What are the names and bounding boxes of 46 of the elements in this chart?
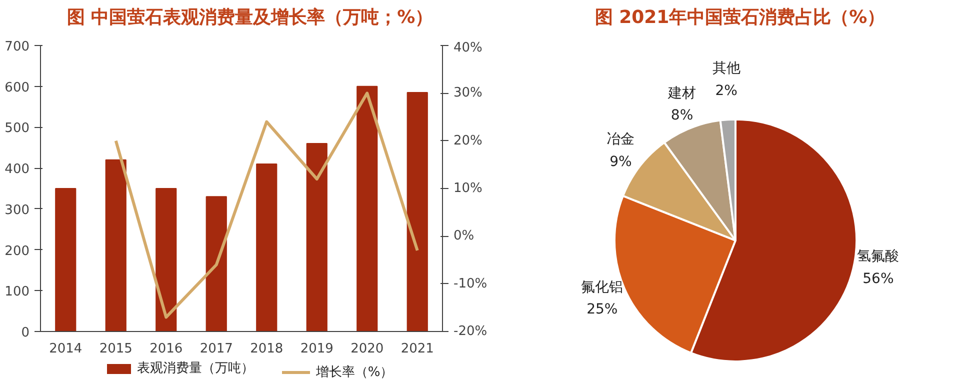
y-tick-label: 400: [4, 162, 30, 178]
y2-tick-label: 20%: [454, 133, 482, 148]
legend-label: 表观消费量（万吨）: [136, 360, 254, 378]
y2-tick-label: 40%: [454, 40, 482, 56]
y-tick-label: 200: [4, 244, 30, 259]
y-tick-label: 500: [4, 121, 30, 136]
x-tick-label: 2017: [200, 342, 233, 356]
bar: [105, 159, 126, 332]
data-label: 9%: [610, 154, 632, 170]
bar: [206, 196, 227, 332]
bar: [156, 188, 177, 332]
slice-label: 建材: [667, 85, 696, 102]
line-series: [114, 92, 419, 319]
slice-label: 冶金: [606, 132, 635, 148]
bar: [256, 163, 278, 332]
slice-label: 氢氟酸: [857, 248, 900, 265]
x-tick-label: 2020: [350, 342, 384, 356]
y-tick-label: 700: [4, 40, 30, 54]
chart-title: 图 中国萤石表观消费量及增长率（万吨；%）: [66, 6, 434, 30]
bar: [306, 143, 328, 332]
bar: [356, 86, 378, 332]
slice-label: 其他: [712, 60, 740, 76]
y2-tick-label: -20%: [454, 324, 488, 339]
y-tick-label: 300: [4, 202, 30, 218]
y2-tick-label: 30%: [454, 86, 482, 101]
legend-label: 增长率（%）: [314, 364, 394, 382]
bar: [406, 92, 428, 332]
x-tick-label: 2018: [250, 342, 284, 356]
y2-tick-label: 10%: [454, 181, 482, 196]
data-label: 25%: [586, 302, 618, 318]
slice-label: 氟化铝: [581, 279, 624, 296]
y2-tick-label: -10%: [454, 276, 488, 292]
y-tick-label: 100: [4, 284, 30, 300]
bar: [55, 188, 76, 332]
data-label: 2%: [715, 82, 738, 99]
y-tick-label: 0: [21, 326, 30, 340]
x-tick-label: 2021: [400, 342, 434, 356]
x-tick-label: 2014: [49, 342, 82, 356]
x-tick-label: 2019: [300, 342, 334, 356]
y2-tick-label: 0%: [454, 228, 474, 244]
x-tick-label: 2016: [150, 342, 183, 356]
y-tick-label: 600: [4, 80, 30, 96]
data-label: 56%: [862, 271, 894, 287]
data-label: 8%: [670, 108, 694, 124]
x-tick-label: 2015: [99, 342, 132, 356]
chart-title: 图 2021年中国萤石消费占比（%）: [594, 6, 886, 30]
